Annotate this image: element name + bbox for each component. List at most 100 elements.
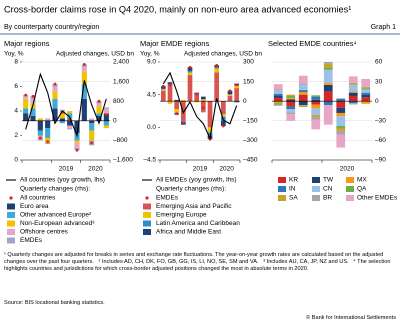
bar-segment: [348, 84, 358, 85]
legend-swatch: [7, 237, 15, 244]
graph-label: Graph 1: [371, 24, 396, 31]
bar-segment: [167, 82, 173, 85]
total-dot: [228, 89, 232, 93]
bar-segment: [336, 98, 346, 102]
y2-tick-label: 800: [113, 98, 124, 105]
line: [25, 72, 107, 138]
legend-label: KR: [289, 177, 298, 184]
bar-segment: [323, 91, 333, 102]
bar-segment: [45, 142, 51, 145]
bar-segment: [187, 70, 193, 73]
bar-segment: [323, 105, 333, 125]
bar-segment: [161, 88, 166, 90]
bar-segment: [348, 101, 358, 104]
bar-segment: [89, 130, 95, 141]
y2-tick-label: –450: [243, 157, 258, 164]
bar-segment: [45, 128, 51, 138]
bar-segment: [23, 108, 29, 114]
bar-segment: [103, 107, 109, 109]
bar-segment: [336, 116, 346, 127]
legend-swatch: [312, 195, 320, 201]
y2-tick-label: 2,400: [113, 59, 130, 66]
bar-segment: [187, 75, 193, 102]
bar-segment: [234, 85, 239, 89]
legend-label: Euro area: [20, 203, 49, 210]
bar-segment: [227, 95, 233, 102]
bar-segment: [323, 101, 333, 106]
bar-segment: [37, 120, 43, 131]
bar-segment: [286, 101, 296, 107]
y2-tick-label: 1,600: [113, 78, 130, 85]
total-dot: [97, 99, 101, 103]
bar-segment: [67, 128, 73, 130]
bar-segment: [298, 105, 308, 108]
legend-label: TW: [323, 177, 334, 184]
bar-segment: [59, 113, 65, 119]
bar-segment: [286, 94, 296, 96]
bar-segment: [30, 108, 36, 116]
legend-dot: [9, 196, 13, 200]
legend-label: Latin America and Caribbean: [156, 220, 240, 227]
legend-label: All countries (yoy growth, lhs): [20, 177, 105, 184]
bar-segment: [348, 82, 358, 85]
bar-segment: [336, 107, 346, 113]
total-dot: [24, 93, 28, 97]
bar-segment: [161, 89, 166, 91]
bar-segment: [181, 120, 186, 123]
total-dot: [195, 92, 199, 96]
x-tick-label: 2019: [59, 166, 74, 173]
bar-segment: [103, 113, 109, 121]
bar-segment: [298, 90, 308, 93]
bar-segment: [273, 94, 283, 96]
bar-segment: [96, 103, 102, 107]
bar-segment: [81, 84, 87, 99]
bar-segment: [311, 101, 321, 105]
bar-segment: [323, 62, 333, 64]
legend-label: All countries: [20, 195, 56, 202]
legend-label: IN: [289, 186, 296, 193]
bar-segment: [187, 67, 193, 71]
bar-segment: [214, 67, 219, 69]
bar-segment: [194, 101, 199, 103]
bar-segment: [348, 76, 358, 83]
bar-segment: [348, 92, 358, 96]
total-dot: [175, 112, 179, 116]
y2-tick-label: –1,600: [113, 157, 133, 164]
bar-segment: [336, 127, 346, 131]
total-dot: [235, 83, 239, 87]
total-dot: [161, 84, 165, 88]
total-dot: [31, 94, 35, 98]
legend-swatch: [346, 186, 354, 192]
bar-segment: [37, 118, 43, 121]
legend-dot: [145, 196, 149, 200]
bar-segment: [361, 101, 371, 104]
legend-label: SA: [289, 195, 298, 202]
bar-segment: [30, 98, 36, 104]
legend-swatch: [143, 203, 151, 210]
bar-segment: [361, 88, 371, 90]
y-tick-label: –4.5: [143, 157, 156, 164]
bar-segment: [227, 94, 233, 95]
y2-tick-label: –150: [243, 118, 258, 125]
bar-segment: [214, 72, 219, 102]
bar-segment: [103, 108, 109, 114]
bar-segment: [323, 82, 333, 85]
bar-segment: [286, 106, 296, 110]
legend-swatch: [278, 186, 286, 192]
total-dot: [221, 124, 225, 128]
legend-label: EMDEs: [20, 237, 43, 244]
y2-tick-label: –800: [113, 137, 128, 144]
bar-segment: [67, 120, 73, 126]
bar-segment: [298, 83, 308, 85]
y2-tick-label: –90: [375, 157, 386, 164]
bar-segment: [89, 123, 95, 131]
legend-swatch: [143, 220, 151, 227]
bar-segment: [201, 96, 206, 100]
legend-swatch: [278, 177, 286, 183]
bar-segment: [207, 127, 213, 133]
bar-segment: [67, 125, 73, 129]
bar-segment: [286, 112, 296, 115]
bar-segment: [361, 94, 371, 98]
legend-label: Emerging Asia and Pacific: [156, 203, 232, 210]
